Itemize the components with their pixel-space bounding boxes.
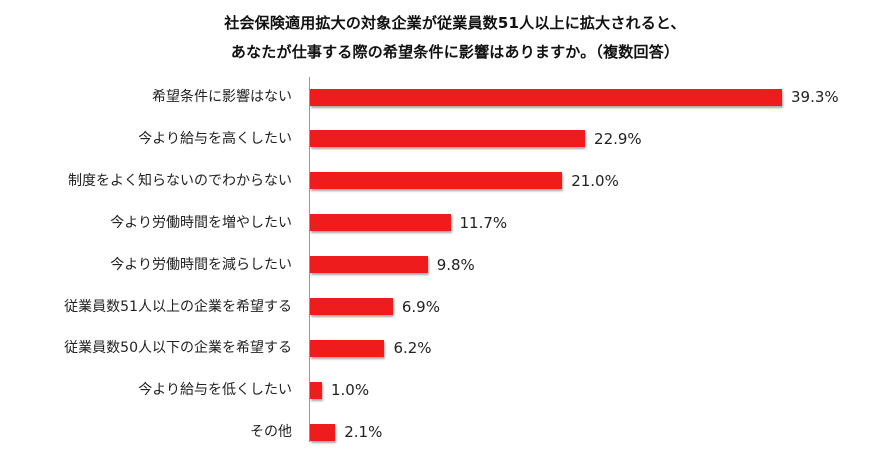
value-label: 2.1%: [344, 423, 383, 442]
chart-title: 社会保険適用拡大の対象企業が従業員数51人以上に拡大されると、: [224, 14, 686, 32]
bar: [310, 88, 782, 106]
value-label: 6.9%: [401, 297, 440, 316]
category-label: 今より給与を低くしたい: [138, 382, 292, 399]
value-label: 9.8%: [436, 255, 475, 274]
bar: [310, 298, 393, 315]
value-label: 22.9%: [594, 129, 642, 148]
category-label: 今より労働時間を増やしたい: [110, 214, 292, 231]
y-axis-line: [309, 77, 310, 442]
bar: [310, 339, 385, 357]
category-label: 希望条件に影響はない: [152, 89, 292, 105]
value-label: 6.2%: [393, 339, 432, 358]
bar: [310, 130, 586, 148]
chart-subtitle: あなたが仕事する際の希望条件に影響はありますか。（複数回答）: [230, 43, 680, 61]
category-label: 従業員数51人以上の企業を希望する: [64, 298, 292, 315]
category-label: 制度をよく知らないのでわからない: [68, 172, 292, 189]
category-label: 今より労働時間を減らしたい: [110, 256, 292, 273]
bar: [310, 381, 322, 399]
bar: [310, 172, 563, 190]
value-label: 11.7%: [459, 213, 508, 232]
bar: [310, 256, 428, 274]
category-label: 従業員数50人以下の企業を希望する: [64, 340, 292, 357]
category-label: 今より給与を高くしたい: [138, 130, 292, 147]
bar: [310, 423, 336, 441]
value-label: 39.3%: [791, 88, 839, 106]
value-label: 21.0%: [571, 171, 619, 190]
category-label: その他: [250, 424, 292, 441]
value-label: 1.0%: [331, 381, 370, 400]
bar: [310, 214, 451, 232]
